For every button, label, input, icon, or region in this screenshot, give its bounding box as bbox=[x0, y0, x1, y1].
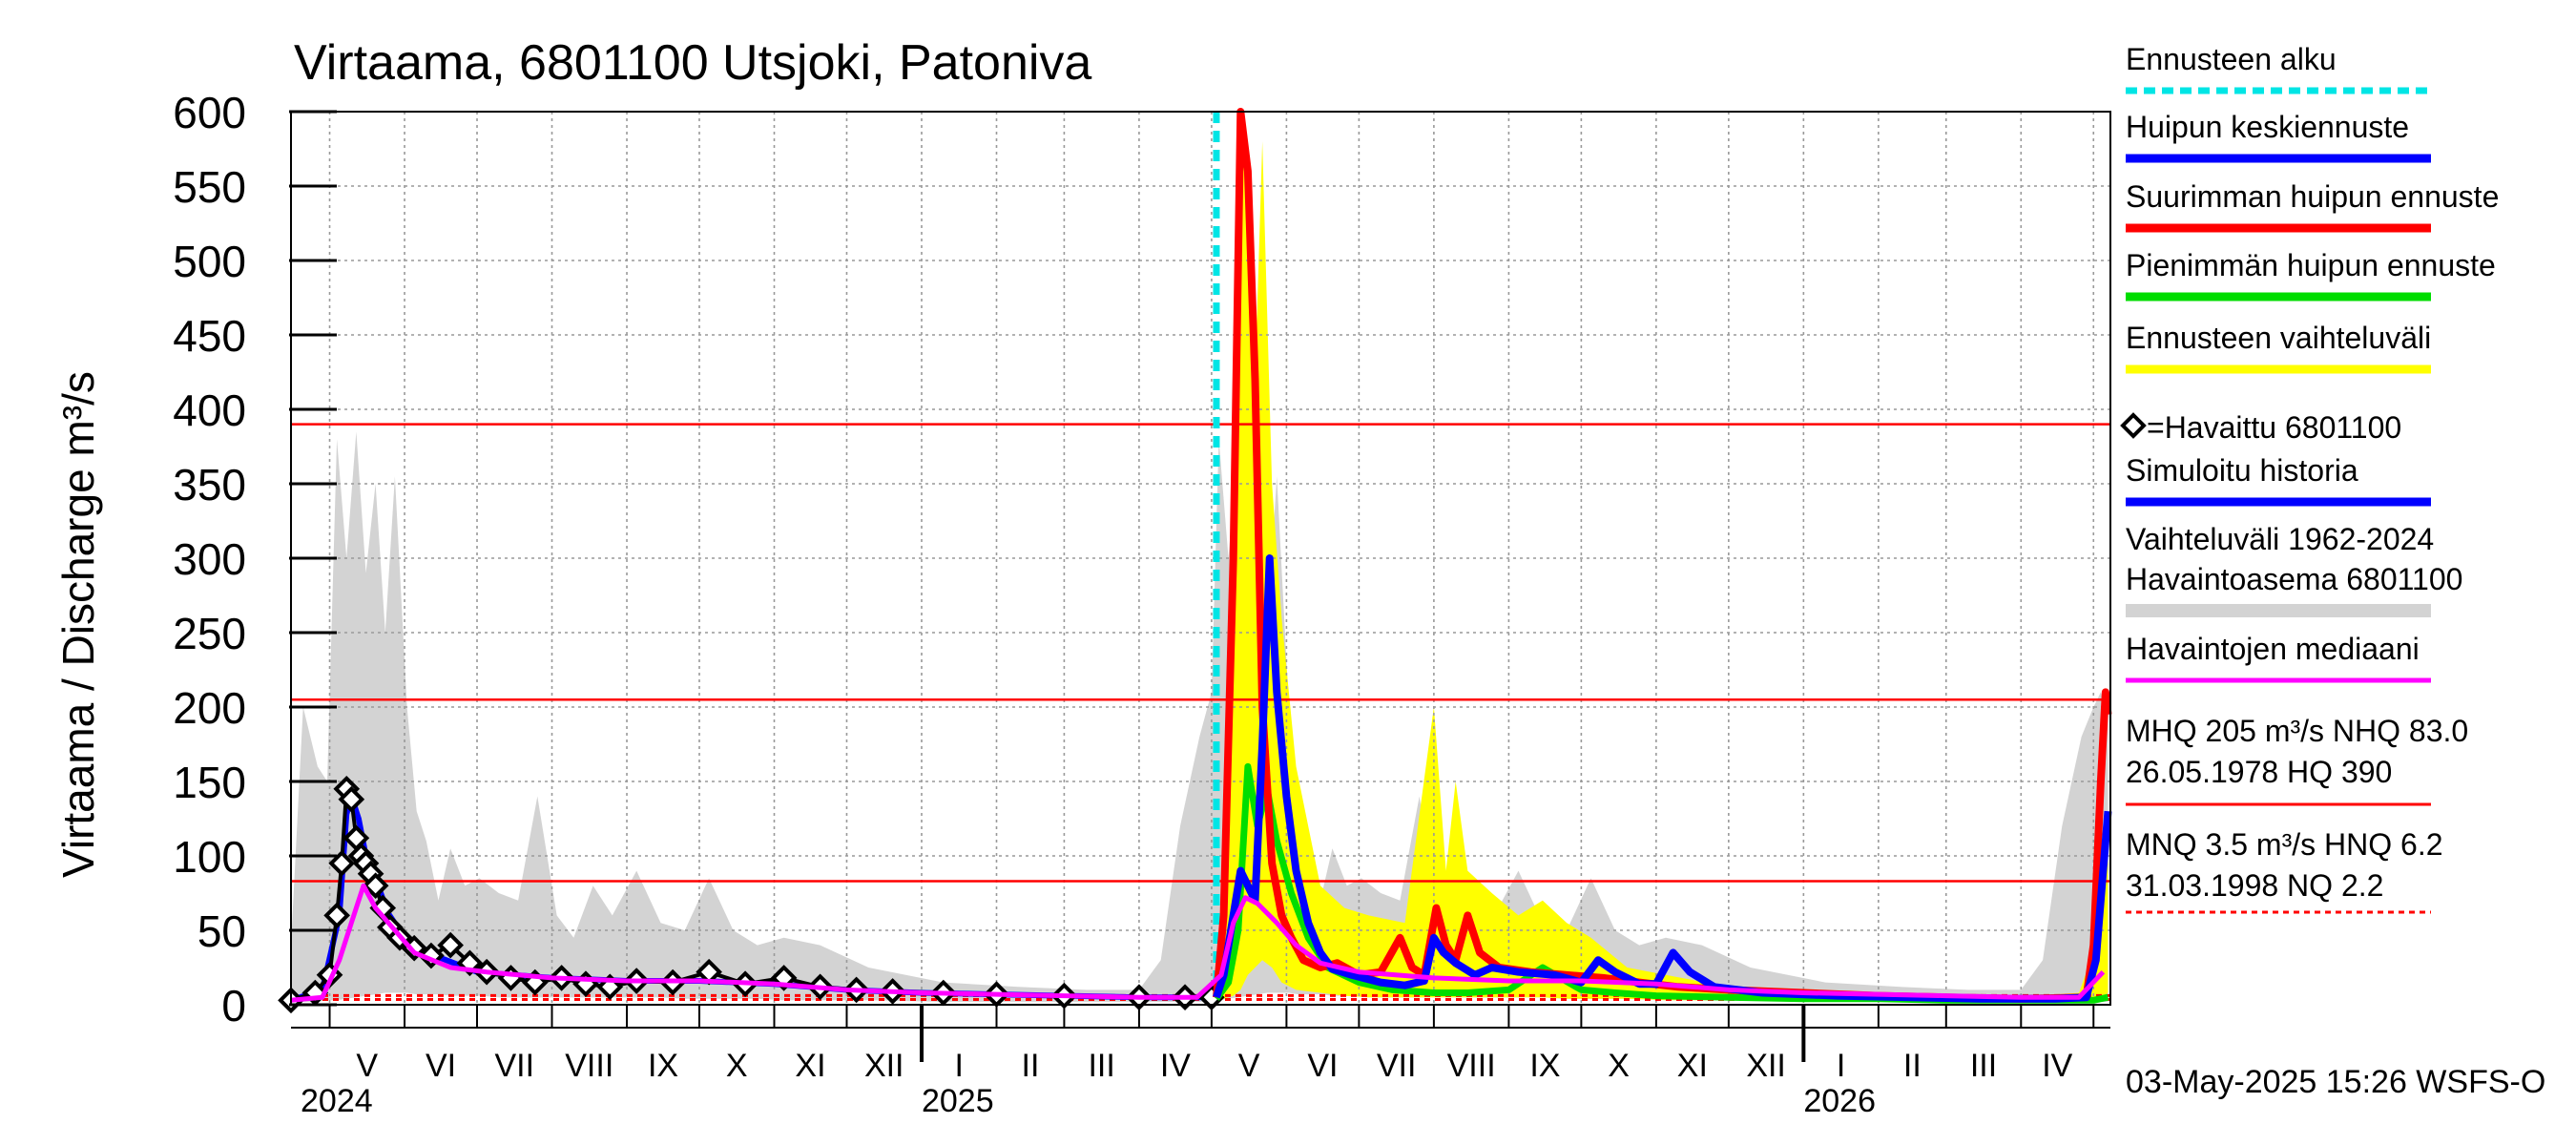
y-tick-label-200: 200 bbox=[173, 683, 246, 733]
month-label-14: VII bbox=[1377, 1048, 1417, 1084]
y-tick-label-0: 0 bbox=[221, 981, 246, 1030]
month-label-22: III bbox=[1970, 1048, 1997, 1084]
legend-label-ennusteen-alku: Ennusteen alku bbox=[2126, 42, 2337, 76]
month-label-10: III bbox=[1088, 1048, 1114, 1084]
observed-point bbox=[328, 849, 356, 877]
y-tick-label-300: 300 bbox=[173, 534, 246, 584]
month-label-17: X bbox=[1608, 1048, 1630, 1084]
y-tick-label-400: 400 bbox=[173, 385, 246, 435]
month-label-1: VI bbox=[426, 1048, 456, 1084]
legend-label-ennusteen-vaihteluv-li: Ennusteen vaihteluväli bbox=[2126, 321, 2431, 355]
legend-label-suurimman-huipun-ennuste: Suurimman huipun ennuste bbox=[2126, 179, 2499, 214]
y-tick-label-600: 600 bbox=[173, 88, 246, 137]
observed-point bbox=[362, 872, 389, 900]
month-label-9: II bbox=[1022, 1048, 1040, 1084]
year-label-2026: 2026 bbox=[1803, 1083, 1876, 1119]
month-label-12: V bbox=[1238, 1048, 1260, 1084]
legend-diamond-icon bbox=[2120, 412, 2147, 439]
y-tick-label-150: 150 bbox=[173, 758, 246, 807]
footer-timestamp: 03-May-2025 15:26 WSFS-O bbox=[2126, 1064, 2545, 1100]
series-layer bbox=[278, 108, 2112, 1014]
month-label-20: I bbox=[1837, 1048, 1845, 1084]
month-label-18: XI bbox=[1677, 1048, 1708, 1084]
month-label-23: IV bbox=[2042, 1048, 2072, 1084]
month-label-11: IV bbox=[1160, 1048, 1191, 1084]
stats-low-line-0: MNQ 3.5 m³/s HNQ 6.2 bbox=[2126, 827, 2443, 862]
legend-label-simuloitu-historia: Simuloitu historia bbox=[2126, 453, 2358, 488]
series-havaintojen-mediaani bbox=[290, 883, 2106, 1003]
legend-label-station: Havaintoasema 6801100 bbox=[2126, 562, 2462, 596]
legend-label-vaihteluv-li-1962-2024: Vaihteluväli 1962-2024 bbox=[2126, 522, 2434, 556]
legend-label-pienimm-n-huipun-ennuste: Pienimmän huipun ennuste bbox=[2126, 248, 2496, 282]
month-label-13: VI bbox=[1307, 1048, 1338, 1084]
month-label-19: XII bbox=[1746, 1048, 1786, 1084]
observed-point bbox=[437, 931, 464, 959]
year-label-2024: 2024 bbox=[301, 1083, 373, 1119]
month-label-21: II bbox=[1903, 1048, 1922, 1084]
legend-label-huipun-keskiennuste: Huipun keskiennuste bbox=[2126, 110, 2409, 144]
month-label-4: IX bbox=[648, 1048, 678, 1084]
band-vaihteluv-li-1962-2024-havaintoasema-6801100 bbox=[291, 431, 2109, 1002]
month-label-2: VII bbox=[494, 1048, 534, 1084]
month-label-5: X bbox=[726, 1048, 748, 1084]
y-axis-label: Virtaama / Discharge m³/s bbox=[53, 371, 103, 878]
month-label-7: XII bbox=[864, 1048, 904, 1084]
month-label-6: XI bbox=[795, 1048, 825, 1084]
month-label-15: VIII bbox=[1447, 1048, 1496, 1084]
month-label-0: V bbox=[356, 1048, 378, 1084]
stats-low-line-1: 31.03.1998 NQ 2.2 bbox=[2126, 868, 2383, 903]
stats-high-line-0: MHQ 205 m³/s NHQ 83.0 bbox=[2126, 714, 2468, 748]
stats-high-line-1: 26.05.1978 HQ 390 bbox=[2126, 755, 2392, 789]
legend: Ennusteen alku Huipun keskiennuste Suurimm… bbox=[2120, 42, 2499, 914]
y-tick-label-350: 350 bbox=[173, 460, 246, 510]
y-tick-label-450: 450 bbox=[173, 311, 246, 361]
observed-point bbox=[338, 785, 365, 813]
legend-label-observed: =Havaittu 6801100 bbox=[2147, 410, 2401, 445]
legend-label-havaintojen-mediaani: Havaintojen mediaani bbox=[2126, 632, 2420, 666]
month-label-8: I bbox=[955, 1048, 964, 1084]
y-tick-label-250: 250 bbox=[173, 609, 246, 658]
y-tick-label-50: 50 bbox=[197, 906, 246, 956]
year-label-2025: 2025 bbox=[922, 1083, 994, 1119]
y-tick-label-550: 550 bbox=[173, 162, 246, 212]
y-tick-label-500: 500 bbox=[173, 237, 246, 286]
chart-title: Virtaama, 6801100 Utsjoki, Patoniva bbox=[294, 35, 1091, 91]
month-label-3: VIII bbox=[565, 1048, 613, 1084]
month-label-16: IX bbox=[1529, 1048, 1560, 1084]
observed-point bbox=[323, 902, 350, 929]
y-tick-label-100: 100 bbox=[173, 832, 246, 882]
